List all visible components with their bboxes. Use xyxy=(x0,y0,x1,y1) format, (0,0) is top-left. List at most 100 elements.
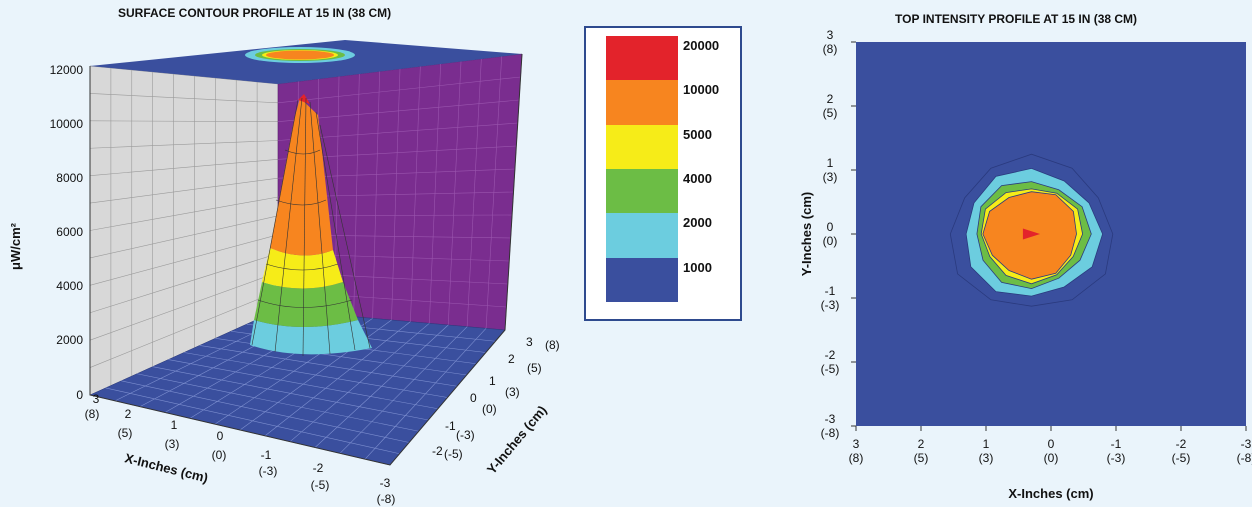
z-tick: 4000 xyxy=(56,279,83,293)
x-tick-cm: (0) xyxy=(212,448,227,462)
surface-chart: 0 2000 4000 6000 8000 10000 12000 μW/cm²… xyxy=(8,40,560,506)
z-tick: 12000 xyxy=(50,63,84,77)
legend-label: 10000 xyxy=(683,82,720,98)
y-tick-in: 0 xyxy=(827,220,834,234)
right-y-axis-label: Y-Inches (cm) xyxy=(800,192,814,277)
x-tick-in: 3 xyxy=(93,392,100,406)
right-chart-title: TOP INTENSITY PROFILE AT 15 IN (38 CM) xyxy=(895,12,1138,26)
x-tick-in: 3 xyxy=(853,437,860,451)
grid-line xyxy=(89,159,279,176)
cube-edges xyxy=(89,53,523,466)
grid-line xyxy=(89,140,279,149)
y-tick-cm: (-3) xyxy=(821,298,840,312)
y-tick-cm: (0) xyxy=(823,234,838,248)
grid-line xyxy=(314,324,449,448)
x-tick-cm: (3) xyxy=(979,451,994,465)
x-tick-in: 2 xyxy=(918,437,925,451)
grid-line xyxy=(289,323,430,442)
x-tick-in: 0 xyxy=(217,429,224,443)
grid-line xyxy=(364,328,487,460)
grid-line xyxy=(89,93,279,104)
left-wall-grid xyxy=(89,68,279,386)
legend-label: 2000 xyxy=(683,215,712,231)
y-tick-in: 0 xyxy=(470,391,477,405)
y-tick-in: -1 xyxy=(445,419,456,433)
x-tick-in: 0 xyxy=(1048,437,1055,451)
y-tick-in: -2 xyxy=(825,348,836,362)
legend-label: 4000 xyxy=(683,171,712,186)
peak-tip xyxy=(298,94,310,104)
x-tick-cm: (3) xyxy=(165,437,180,451)
grid-line xyxy=(339,326,468,454)
z-tick: 8000 xyxy=(56,171,83,185)
legend-swatch xyxy=(606,80,678,125)
right-axes: 3(8)2(5)1(3)0(0)-1(-3)-2(-5)-3(-8)3(8)2(… xyxy=(821,28,1252,465)
legend-label: 5000 xyxy=(683,126,712,142)
y-tick-in: 3 xyxy=(827,28,834,42)
y-tick-in: -3 xyxy=(825,412,836,426)
left-chart-title: SURFACE CONTOUR PROFILE AT 15 IN (38 CM) xyxy=(118,6,392,20)
x-tick-cm: (8) xyxy=(849,451,864,465)
legend-swatch xyxy=(606,36,678,81)
y-tick-cm: (3) xyxy=(823,170,838,184)
y-tick-in: 1 xyxy=(827,156,834,170)
x-tick-in: -1 xyxy=(1111,437,1122,451)
legend-swatch xyxy=(606,257,678,302)
band-yellow xyxy=(262,248,343,289)
y-tick-cm: (-5) xyxy=(444,447,463,461)
right-x-axis-label: X-Inches (cm) xyxy=(1008,486,1093,501)
surface-peak xyxy=(250,94,372,357)
legend-swatches xyxy=(606,36,678,302)
legend-swatch xyxy=(606,124,678,169)
x-tick-cm: (-5) xyxy=(1172,451,1191,465)
band-green xyxy=(254,282,358,327)
y-tick-in: 3 xyxy=(526,335,533,349)
grid-line xyxy=(89,290,279,368)
x-tick-in: 2 xyxy=(125,407,132,421)
z-axis: 0 2000 4000 6000 8000 10000 12000 μW/cm² xyxy=(8,63,83,402)
contour-chart: 3(8)2(5)1(3)0(0)-1(-3)-2(-5)-3(-8)3(8)2(… xyxy=(800,28,1252,501)
grid-line xyxy=(89,253,279,314)
grid-line xyxy=(89,177,279,204)
x-tick-cm: (-8) xyxy=(377,492,396,506)
x-tick-in: -3 xyxy=(380,476,391,490)
y-tick-cm: (5) xyxy=(527,361,542,375)
x-tick-cm: (-3) xyxy=(259,464,278,478)
x-tick-in: -3 xyxy=(1241,437,1252,451)
contour-level-20000 xyxy=(1022,228,1041,240)
x-tick-cm: (5) xyxy=(118,426,133,440)
y-tick-cm: (-8) xyxy=(821,426,840,440)
x-tick-in: -1 xyxy=(261,448,272,462)
lid-contour-orange xyxy=(266,50,334,60)
y-tick-cm: (5) xyxy=(823,106,838,120)
grid-line xyxy=(89,272,279,341)
y-tick-cm: (-3) xyxy=(456,428,475,442)
x-tick-in: -2 xyxy=(313,461,324,475)
legend-label: 20000 xyxy=(683,38,720,53)
grid-line xyxy=(89,234,279,286)
legend-swatch xyxy=(606,169,678,214)
y-tick-cm: (-5) xyxy=(821,362,840,376)
z-tick: 0 xyxy=(76,388,83,402)
peak-mesh xyxy=(251,97,371,357)
grid-line xyxy=(89,215,279,259)
y-tick-cm: (3) xyxy=(505,385,520,399)
band-orange xyxy=(270,98,333,256)
y-tick-in: 2 xyxy=(827,92,834,106)
z-tick: 2000 xyxy=(56,333,83,347)
legend: 20000 10000 5000 4000 2000 1000 xyxy=(584,26,742,321)
x-tick-cm: (8) xyxy=(85,407,100,421)
legend-swatch xyxy=(606,213,678,258)
band-cyan xyxy=(250,320,372,355)
y-tick-in: -1 xyxy=(825,284,836,298)
y-tick-in: 2 xyxy=(508,352,515,366)
y-tick-cm: (8) xyxy=(823,42,838,56)
x-tick-in: -2 xyxy=(1176,437,1187,451)
legend-label: 1000 xyxy=(683,259,712,275)
y-tick-in: 1 xyxy=(489,374,496,388)
x-tick-cm: (-3) xyxy=(1107,451,1126,465)
y-tick-cm: (0) xyxy=(482,402,497,416)
grid-line xyxy=(89,196,279,231)
x-tick-cm: (-5) xyxy=(311,478,330,492)
grid-line xyxy=(89,120,279,122)
